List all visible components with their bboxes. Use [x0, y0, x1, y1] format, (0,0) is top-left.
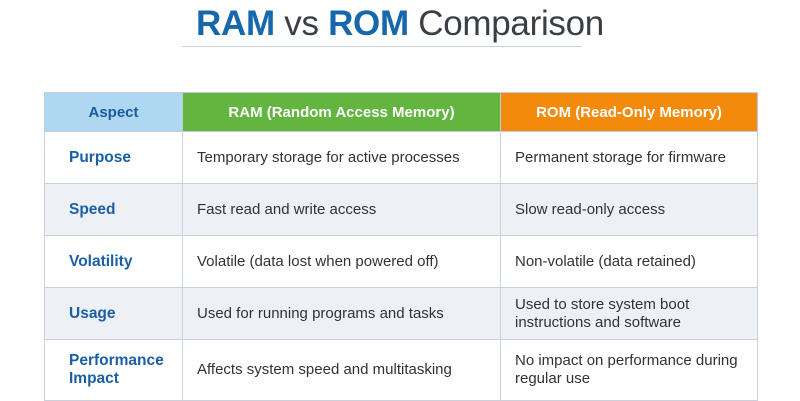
aspect-cell: Purpose	[44, 131, 183, 184]
rom-cell: Permanent storage for firmware	[500, 131, 758, 184]
ram-cell: Affects system speed and multitasking	[182, 339, 501, 401]
rom-cell: Non-volatile (data retained)	[500, 235, 758, 288]
ram-cell: Used for running programs and tasks	[182, 287, 501, 340]
header-rom: ROM (Read-Only Memory)	[500, 92, 758, 132]
title-vs: vs	[274, 4, 329, 43]
aspect-cell: Usage	[44, 287, 183, 340]
aspect-cell: Performance Impact	[44, 339, 183, 401]
title-ram: RAM	[196, 4, 275, 43]
ram-cell: Volatile (data lost when powered off)	[182, 235, 501, 288]
title-underline	[182, 46, 582, 47]
rom-cell: Used to store system boot instructions a…	[500, 287, 758, 340]
aspect-cell: Speed	[44, 183, 183, 236]
aspect-cell: Volatility	[44, 235, 183, 288]
table-row: Usage Used for running programs and task…	[44, 287, 758, 340]
header-aspect: Aspect	[44, 92, 183, 132]
rom-cell: Slow read-only access	[500, 183, 758, 236]
comparison-table: Aspect RAM (Random Access Memory) ROM (R…	[44, 92, 758, 401]
title-rom: ROM	[328, 4, 409, 43]
ram-cell: Temporary storage for active processes	[182, 131, 501, 184]
rom-cell: No impact on performance during regular …	[500, 339, 758, 401]
title-comparison: Comparison	[408, 4, 604, 43]
table-row: Speed Fast read and write access Slow re…	[44, 183, 758, 236]
table-header-row: Aspect RAM (Random Access Memory) ROM (R…	[44, 92, 758, 132]
ram-cell: Fast read and write access	[182, 183, 501, 236]
table-row: Performance Impact Affects system speed …	[44, 339, 758, 401]
table-row: Purpose Temporary storage for active pro…	[44, 131, 758, 184]
page-title: RAM vs ROM Comparison	[0, 2, 800, 46]
table-row: Volatility Volatile (data lost when powe…	[44, 235, 758, 288]
header-ram: RAM (Random Access Memory)	[182, 92, 501, 132]
